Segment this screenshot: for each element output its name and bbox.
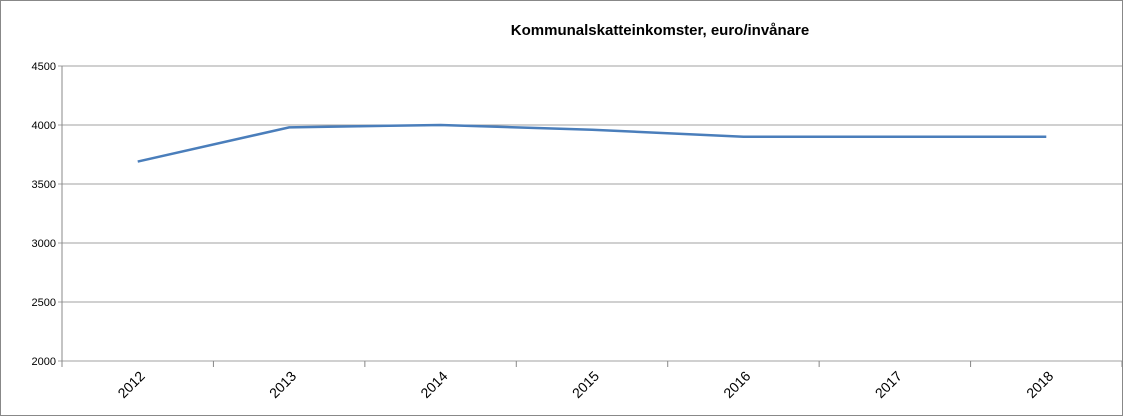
data-line <box>137 123 1047 163</box>
y-tick-label: 3000 <box>32 238 56 250</box>
y-tick-label: 3500 <box>32 179 56 191</box>
y-tick-label: 4500 <box>32 61 56 73</box>
y-tick-label: 4000 <box>32 120 56 132</box>
y-tick-label: 2000 <box>32 356 56 368</box>
y-tick-label: 2500 <box>32 297 56 309</box>
chart-title: Kommunalskatteinkomster, euro/invånare <box>511 22 809 39</box>
